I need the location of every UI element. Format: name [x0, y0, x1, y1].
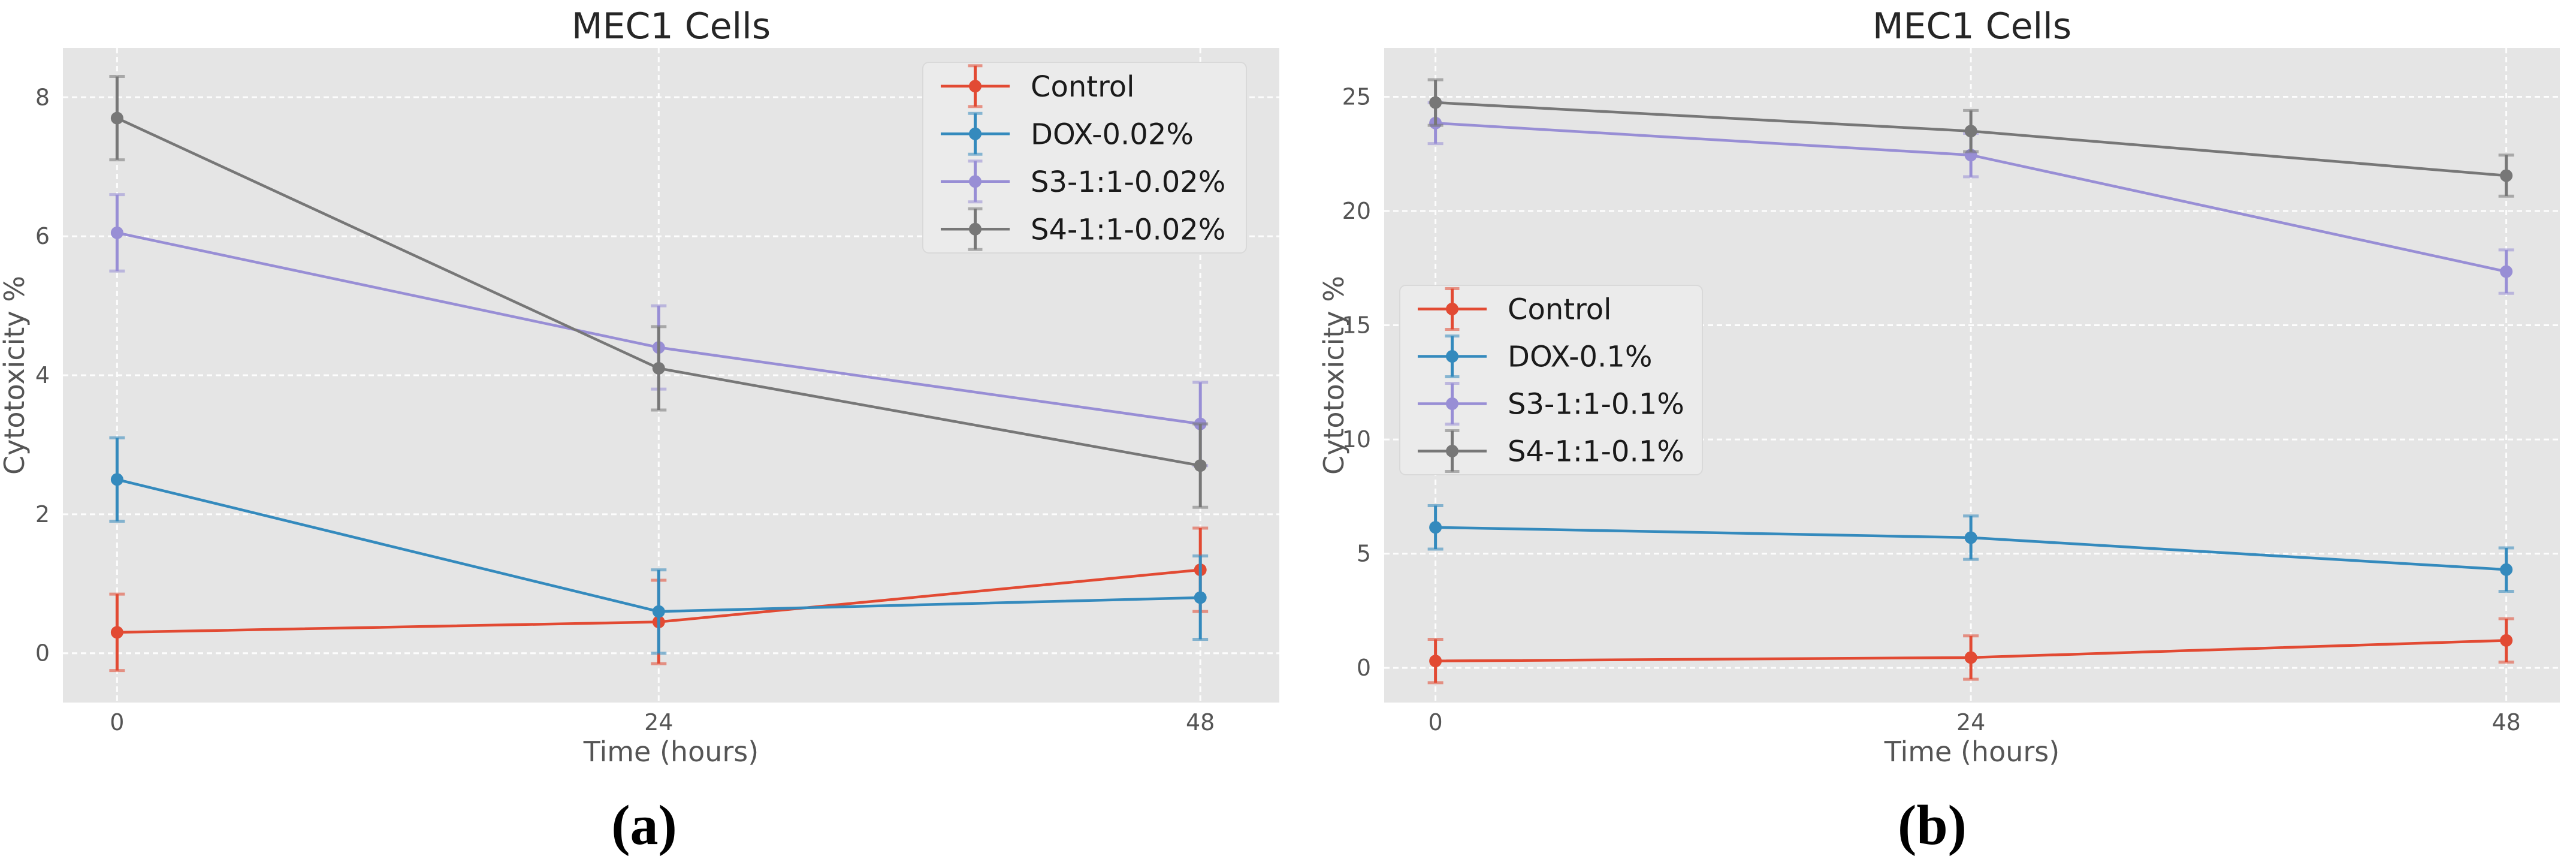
data-point [1429, 96, 1442, 109]
legend-box [1399, 285, 1703, 475]
data-point [652, 605, 665, 618]
y-tick-label: 15 [1342, 312, 1371, 339]
legend-label: Control [1031, 70, 1135, 104]
data-point [2500, 563, 2513, 576]
x-axis-label: Time (hours) [583, 736, 759, 768]
legend-label: S4-1:1-0.02% [1031, 213, 1225, 246]
legend-marker [1446, 397, 1458, 410]
data-point [1429, 655, 1442, 668]
x-tick-label: 24 [644, 709, 673, 736]
y-tick-label: 8 [35, 84, 50, 110]
data-point [1964, 651, 1977, 664]
data-point [110, 226, 123, 239]
data-point [2500, 169, 2513, 182]
data-point [1964, 531, 1977, 544]
data-point [110, 111, 123, 125]
y-tick-label: 2 [35, 501, 50, 528]
legend-marker [1446, 445, 1458, 457]
legend-marker [969, 222, 982, 236]
legend-item-DOX-0.02%: DOX-0.02% [941, 111, 1194, 156]
x-tick-label: 48 [1186, 709, 1215, 736]
x-tick-label: 24 [1956, 709, 1985, 736]
legend-label: S3-1:1-0.1% [1508, 388, 1684, 421]
data-point [2500, 265, 2513, 278]
y-tick-label: 25 [1342, 84, 1371, 110]
series-Control [1427, 617, 2514, 685]
data-point [652, 361, 665, 375]
data-point [1429, 521, 1442, 534]
x-tick-label: 0 [110, 709, 124, 736]
legend-label: S3-1:1-0.02% [1031, 165, 1225, 199]
legend-item-Control: Control [1418, 287, 1612, 331]
y-tick-label: 4 [35, 362, 50, 388]
y-tick-label: 6 [35, 223, 50, 249]
y-tick-label: 10 [1342, 426, 1371, 453]
chart-title: MEC1 Cells [572, 5, 771, 47]
data-point [1964, 125, 1977, 138]
legend-label: DOX-0.02% [1031, 117, 1194, 151]
legend-label: Control [1508, 293, 1612, 327]
series-S4-1:1-0.02% [109, 75, 1209, 509]
y-tick-label: 20 [1342, 198, 1371, 224]
chart-title: MEC1 Cells [1873, 5, 2071, 47]
legend-upper-right: Control DOX-0.02% S3-1:1-0.02% S4-1:1-0.02% [922, 62, 1247, 254]
series-S4-1:1-0.1% [1427, 78, 2514, 198]
y-axis-label: Cytotoxicity % [1318, 276, 1350, 475]
subfigure-caption-a: (a) [611, 794, 677, 857]
x-axis-label: Time (hours) [1884, 736, 2059, 768]
data-point [1194, 459, 1207, 472]
y-axis-label: Cytotoxicity % [0, 276, 31, 475]
legend-item-S4-1:1-0.1%: S4-1:1-0.1% [1418, 429, 1684, 473]
legend-marker [969, 127, 982, 140]
y-tick-label: 5 [1357, 541, 1371, 567]
legend-marker [969, 175, 982, 188]
legend-label: S4-1:1-0.1% [1508, 435, 1684, 469]
x-tick-label: 48 [2492, 709, 2520, 736]
legend-item-S4-1:1-0.02%: S4-1:1-0.02% [941, 207, 1225, 251]
legend-item-S3-1:1-0.02%: S3-1:1-0.02% [941, 159, 1225, 204]
legend-marker [1446, 303, 1458, 315]
legend-item-S3-1:1-0.1%: S3-1:1-0.1% [1418, 382, 1684, 426]
data-point [110, 473, 123, 486]
legend-marker [969, 80, 982, 93]
data-point [1194, 591, 1207, 604]
legend-label: DOX-0.1% [1508, 340, 1652, 374]
data-point [2500, 634, 2513, 647]
chart-b-mec1-cells: 0 5 10 15 20 25 0 24 48 Time (hours) Cytotoxicity … [1318, 5, 2560, 768]
x-tick-label: 0 [1429, 709, 1443, 736]
legend-center-left: Control DOX-0.1% S3-1:1-0.1% S4-1:1-0.1% [1399, 285, 1703, 475]
y-tick-label: 0 [35, 640, 50, 667]
legend-item-Control: Control [941, 64, 1135, 108]
series-DOX-0.1% [1427, 504, 2514, 593]
legend-marker [1446, 350, 1458, 363]
data-point [110, 626, 123, 639]
y-tick-label: 0 [1357, 655, 1371, 681]
subfigure-caption-b: (b) [1898, 794, 1967, 857]
legend-box [922, 62, 1247, 254]
legend-item-DOX-0.1%: DOX-0.1% [1418, 334, 1652, 378]
series-DOX-0.02% [109, 436, 1209, 655]
